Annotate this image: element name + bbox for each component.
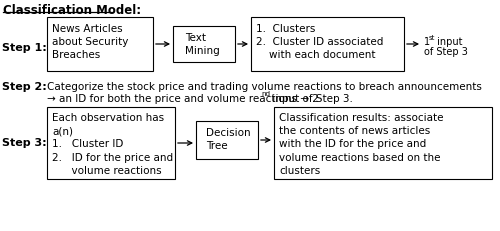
Text: News Articles
about Security
Breaches: News Articles about Security Breaches bbox=[52, 24, 128, 60]
FancyBboxPatch shape bbox=[251, 18, 404, 72]
Text: 1: 1 bbox=[424, 37, 430, 47]
FancyBboxPatch shape bbox=[274, 108, 492, 179]
FancyBboxPatch shape bbox=[47, 18, 153, 72]
Text: Step 1:: Step 1: bbox=[2, 43, 47, 53]
Text: Categorize the stock price and trading volume reactions to breach announcements: Categorize the stock price and trading v… bbox=[47, 82, 482, 92]
Text: input: input bbox=[434, 37, 462, 47]
FancyBboxPatch shape bbox=[47, 108, 175, 179]
Text: Each observation has
a(n)
1.   Cluster ID
2.   ID for the price and
      volume: Each observation has a(n) 1. Cluster ID … bbox=[52, 112, 173, 175]
Text: st: st bbox=[429, 35, 436, 41]
Text: input of Step 3.: input of Step 3. bbox=[269, 94, 353, 103]
Text: 1.  Clusters
2.  Cluster ID associated
    with each document: 1. Clusters 2. Cluster ID associated wit… bbox=[256, 24, 384, 60]
Text: Decision
Tree: Decision Tree bbox=[206, 128, 250, 151]
FancyBboxPatch shape bbox=[173, 27, 235, 63]
Text: Step 3:: Step 3: bbox=[2, 137, 46, 147]
FancyBboxPatch shape bbox=[196, 122, 258, 159]
Text: Text
Mining: Text Mining bbox=[185, 33, 220, 56]
Text: Classification Model:: Classification Model: bbox=[3, 4, 141, 17]
Text: nd: nd bbox=[261, 91, 270, 97]
Text: → an ID for both the price and volume reactions → 2: → an ID for both the price and volume re… bbox=[47, 94, 319, 103]
Text: of Step 3: of Step 3 bbox=[424, 47, 468, 57]
Text: Step 2:: Step 2: bbox=[2, 82, 47, 92]
Text: Classification results: associate
the contents of news articles
with the ID for : Classification results: associate the co… bbox=[279, 112, 444, 175]
